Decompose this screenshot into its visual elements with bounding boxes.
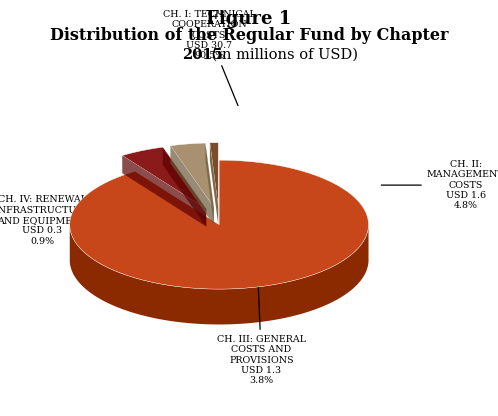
- Text: Figure 1: Figure 1: [206, 10, 292, 28]
- Polygon shape: [70, 225, 369, 324]
- Polygon shape: [210, 143, 218, 207]
- Text: CH. I: TECHNICAL
COOPERATION
COSTS
USD 30.7
90.5%: CH. I: TECHNICAL COOPERATION COSTS USD 3…: [163, 10, 255, 106]
- Polygon shape: [122, 156, 206, 227]
- Polygon shape: [70, 160, 369, 289]
- Polygon shape: [210, 143, 218, 225]
- Text: CH. II:
MANAGEMENT
COSTS
USD 1.6
4.8%: CH. II: MANAGEMENT COSTS USD 1.6 4.8%: [381, 160, 498, 210]
- Text: 2015: 2015: [182, 48, 223, 62]
- Polygon shape: [170, 143, 214, 208]
- Text: CH. IV: RENEWAL
INFRASTRUCTURE
AND EQUIPMENT
USD 0.3
0.9%: CH. IV: RENEWAL INFRASTRUCTURE AND EQUIP…: [0, 195, 91, 246]
- Polygon shape: [122, 147, 206, 209]
- Polygon shape: [170, 146, 214, 225]
- Text: CH. III: GENERAL
COSTS AND
PROVISIONS
USD 1.3
3.8%: CH. III: GENERAL COSTS AND PROVISIONS US…: [217, 246, 306, 386]
- Text: (in millions of USD): (in millions of USD): [207, 48, 358, 62]
- Text: Distribution of the Regular Fund by Chapter: Distribution of the Regular Fund by Chap…: [50, 27, 448, 44]
- Polygon shape: [206, 143, 214, 225]
- Polygon shape: [163, 147, 206, 227]
